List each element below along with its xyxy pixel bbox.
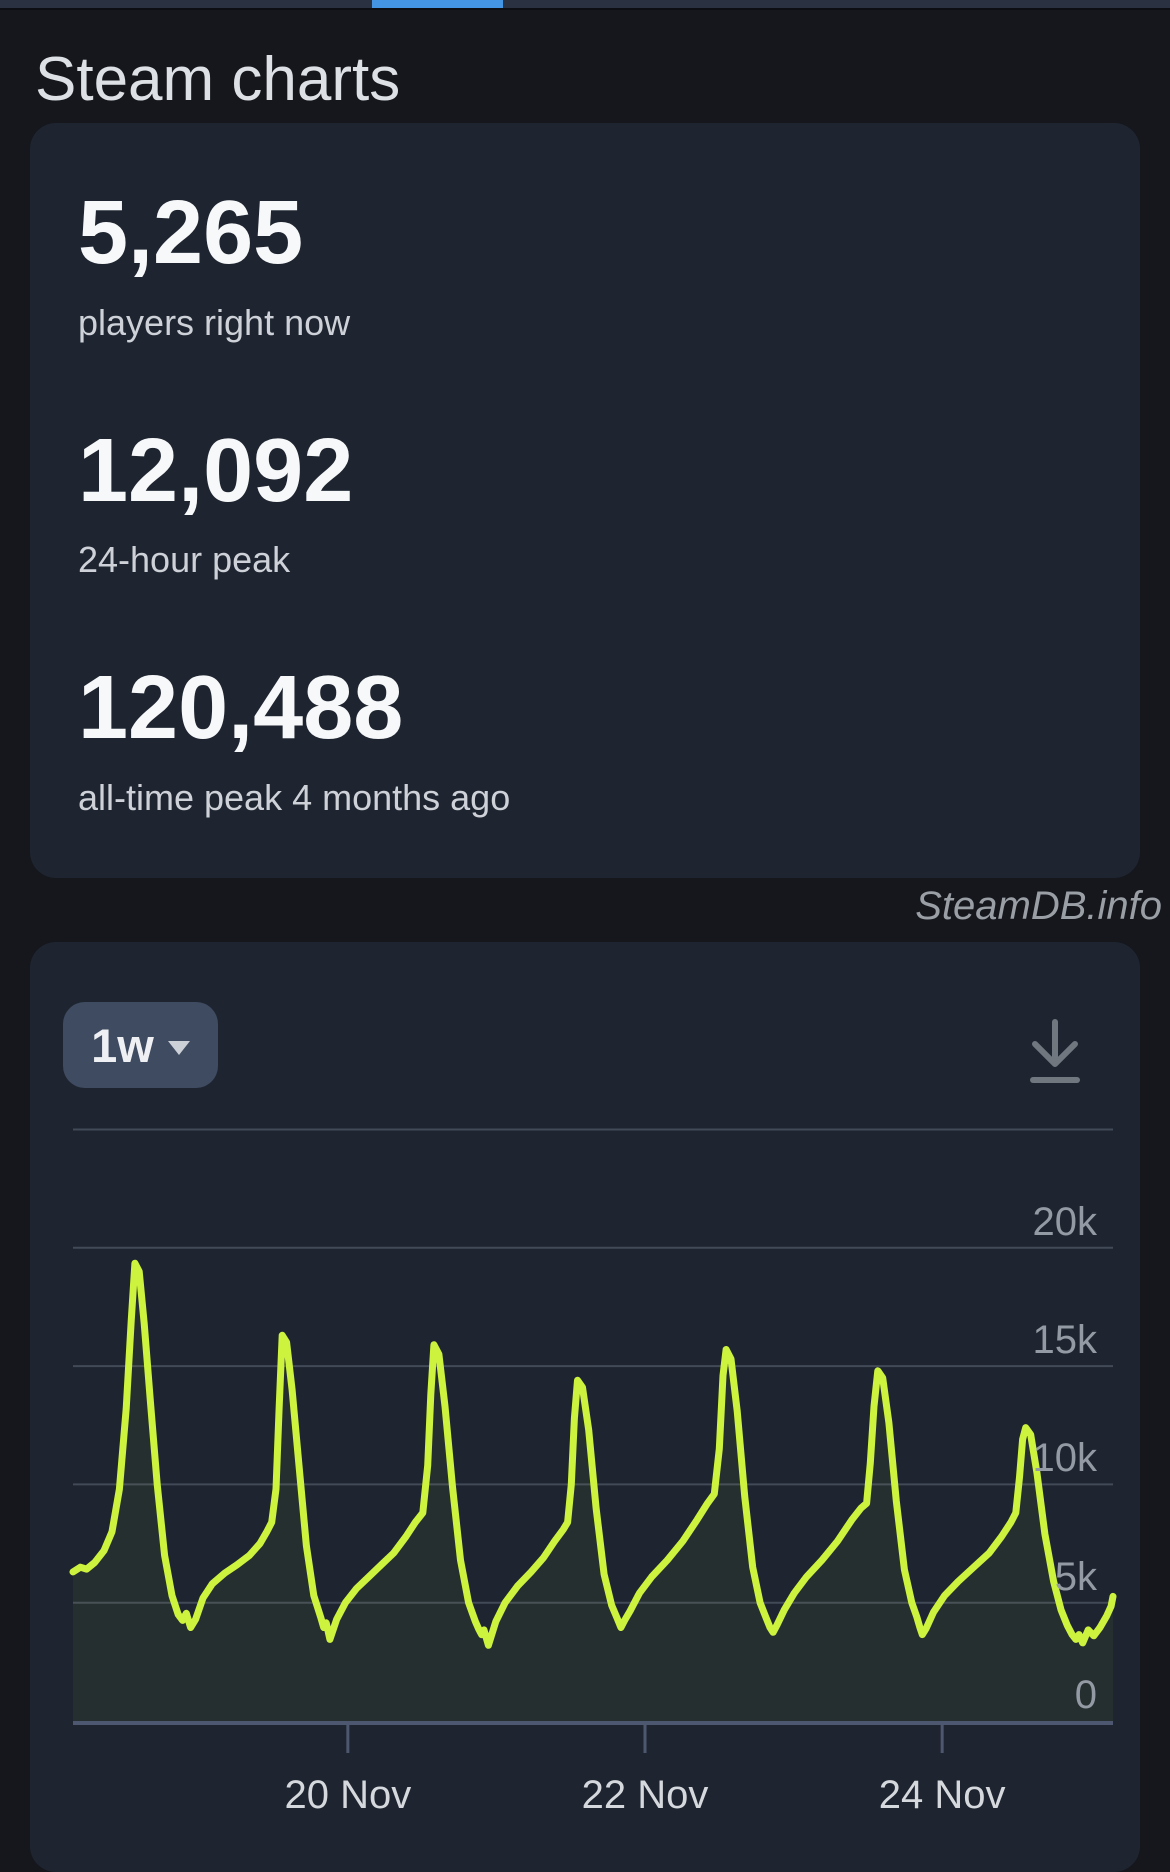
x-axis-label-24-Nov: 24 Nov	[878, 1773, 1006, 1817]
player-chart-card: 20k 15k 10k 5k 0 20 Nov 22 Nov 24 Nov 1w	[30, 942, 1140, 1872]
current-players-value: 5,265	[78, 183, 304, 283]
alltime-peak-value: 120,488	[78, 658, 404, 759]
time-range-dropdown[interactable]: 1w	[63, 1002, 218, 1088]
y-axis-label-15k: 15k	[1032, 1318, 1098, 1363]
24h-peak-value: 12,092	[78, 420, 354, 521]
page-load-progress-fill	[372, 0, 503, 8]
stat-24h-peak: 12,092 24-hour peak	[78, 420, 1092, 581]
current-players-label: players right now	[78, 301, 351, 343]
time-range-value: 1w	[91, 1018, 154, 1072]
x-axis-label-22-Nov: 22 Nov	[581, 1773, 709, 1817]
y-axis-label-5k: 5k	[1054, 1554, 1097, 1599]
stat-alltime-peak: 120,488 all-time peak 4 months ago	[78, 662, 1092, 816]
player-count-chart[interactable]	[30, 942, 1140, 1872]
y-axis-label-20k: 20k	[1032, 1199, 1098, 1244]
players-series-line	[69, 1259, 1117, 1649]
y-axis-label-10k: 10k	[1032, 1436, 1098, 1481]
y-axis-label-0: 0	[1074, 1673, 1097, 1717]
chevron-down-icon	[167, 1041, 190, 1055]
alltime-peak-label: all-time peak 4 months ago	[78, 776, 511, 818]
download-chart-button[interactable]	[1022, 1016, 1088, 1088]
x-axis-label-20-Nov: 20 Nov	[284, 1773, 412, 1817]
stat-current-players: 5,265 players right now	[78, 183, 1092, 343]
page-load-progress	[0, 0, 1170, 10]
page-title: Steam charts	[35, 44, 401, 114]
watermark-row: SteamDB.info	[0, 884, 1162, 929]
steamdb-watermark: SteamDB.info	[915, 884, 1162, 928]
24h-peak-label: 24-hour peak	[78, 539, 291, 581]
download-icon	[1030, 1019, 1080, 1083]
player-stats-card: 5,265 players right now 12,092 24-hour p…	[30, 123, 1140, 878]
